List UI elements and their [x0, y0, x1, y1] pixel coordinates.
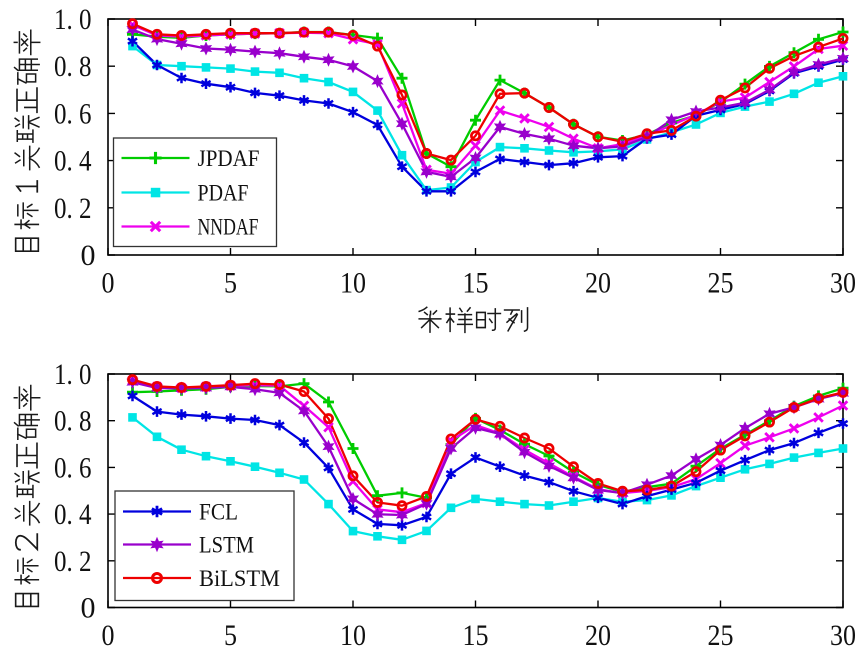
- svg-text:0. 6: 0. 6: [54, 97, 92, 130]
- svg-text:0. 8: 0. 8: [54, 405, 92, 438]
- svg-text:0: 0: [102, 267, 115, 300]
- svg-text:15: 15: [463, 267, 489, 300]
- svg-text:20: 20: [585, 267, 611, 300]
- svg-text:25: 25: [708, 619, 734, 652]
- svg-text:5: 5: [224, 267, 237, 300]
- svg-text:PDAF: PDAF: [198, 181, 249, 206]
- svg-text:0: 0: [102, 619, 115, 652]
- svg-text:1. 0: 1. 0: [54, 3, 92, 36]
- svg-text:NNDAF: NNDAF: [198, 215, 259, 240]
- svg-text:25: 25: [708, 267, 734, 300]
- svg-text:0. 8: 0. 8: [54, 50, 92, 83]
- svg-text:1. 0: 1. 0: [54, 358, 92, 391]
- svg-text:0: 0: [81, 592, 96, 625]
- svg-text:20: 20: [585, 619, 611, 652]
- svg-text:5: 5: [224, 619, 237, 652]
- svg-text:BiLSTM: BiLSTM: [199, 566, 280, 591]
- svg-text:JPDAF: JPDAF: [198, 146, 260, 171]
- svg-text:30: 30: [830, 619, 856, 652]
- svg-text:LSTM: LSTM: [199, 533, 254, 558]
- svg-text:10: 10: [340, 619, 366, 652]
- svg-text:0. 6: 0. 6: [54, 451, 92, 484]
- svg-text:0. 4: 0. 4: [54, 498, 92, 531]
- svg-text:30: 30: [830, 267, 856, 300]
- svg-text:15: 15: [463, 619, 489, 652]
- svg-text:0. 2: 0. 2: [54, 545, 92, 578]
- svg-text:10: 10: [340, 267, 366, 300]
- svg-text:0. 4: 0. 4: [54, 145, 92, 178]
- svg-text:FCL: FCL: [199, 500, 238, 525]
- svg-text:0. 2: 0. 2: [54, 192, 92, 225]
- svg-text:0: 0: [81, 239, 96, 272]
